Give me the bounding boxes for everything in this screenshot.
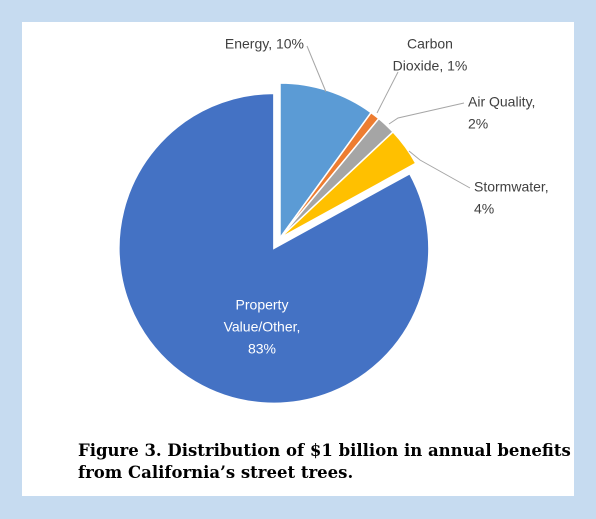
pie-slice [279,130,417,239]
data-label: Dioxide, 1% [393,58,468,74]
data-label: 4% [474,201,494,217]
data-label: Stormwater, [474,179,549,195]
leader-line [388,102,465,125]
data-label: Property [236,297,289,313]
pie-slice [279,82,373,241]
data-label: Carbon [407,36,453,52]
leader-line [376,71,399,114]
data-label: Air Quality, [468,94,535,110]
leader-line [306,45,327,93]
chart-title: Figure 3. Distribution of $1 billion in … [78,441,571,482]
data-label: 83% [248,341,276,357]
data-label: Energy, 10% [225,36,304,52]
pie-slice [118,92,430,405]
leader-line [408,150,471,189]
data-label: 2% [468,116,488,132]
data-label: Value/Other, [224,319,301,335]
